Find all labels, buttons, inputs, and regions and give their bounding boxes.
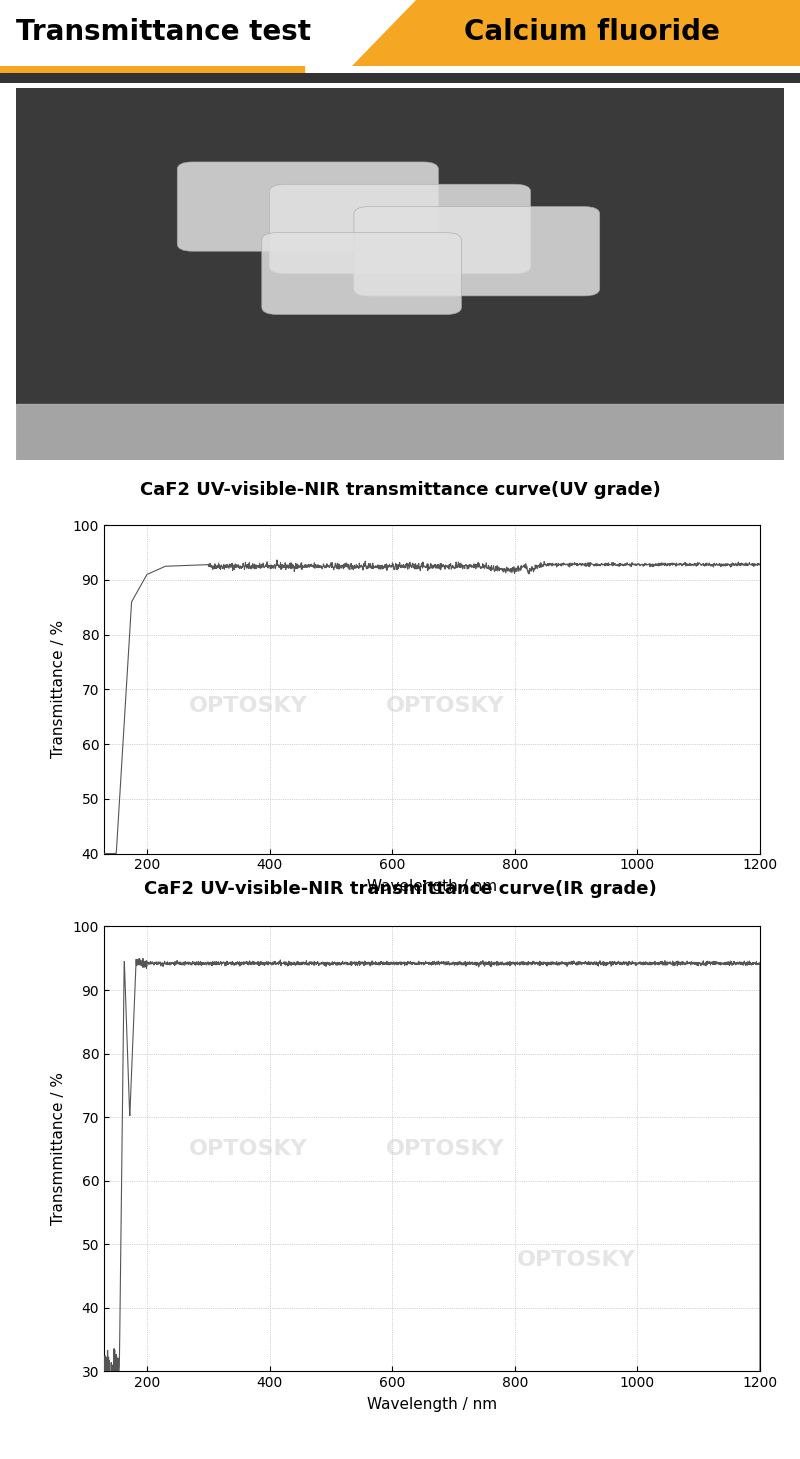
Text: Transmittance test: Transmittance test <box>16 18 311 45</box>
Y-axis label: Transmittance / %: Transmittance / % <box>51 620 66 759</box>
Text: OPTOSKY: OPTOSKY <box>386 1139 505 1158</box>
X-axis label: Wavelength / nm: Wavelength / nm <box>367 880 497 894</box>
FancyBboxPatch shape <box>262 232 462 315</box>
Text: OPTOSKY: OPTOSKY <box>189 696 308 716</box>
Text: OPTOSKY: OPTOSKY <box>386 696 505 716</box>
X-axis label: Wavelength / nm: Wavelength / nm <box>367 1398 497 1412</box>
Text: Calcium fluoride: Calcium fluoride <box>464 18 720 45</box>
Y-axis label: Transmmittance / %: Transmmittance / % <box>51 1072 66 1226</box>
FancyBboxPatch shape <box>178 162 438 251</box>
Polygon shape <box>0 66 304 73</box>
Text: OPTOSKY: OPTOSKY <box>189 1139 308 1158</box>
Text: CaF2 UV-visible-NIR transmittance curve(UV grade): CaF2 UV-visible-NIR transmittance curve(… <box>140 481 660 499</box>
FancyBboxPatch shape <box>354 207 600 296</box>
Polygon shape <box>352 0 800 66</box>
Polygon shape <box>16 404 784 460</box>
Polygon shape <box>0 73 800 83</box>
Text: CaF2 UV-visible-NIR transmittance curve(IR grade): CaF2 UV-visible-NIR transmittance curve(… <box>144 880 656 897</box>
Polygon shape <box>16 88 784 460</box>
FancyBboxPatch shape <box>270 184 530 274</box>
Text: OPTOSKY: OPTOSKY <box>517 1250 636 1271</box>
